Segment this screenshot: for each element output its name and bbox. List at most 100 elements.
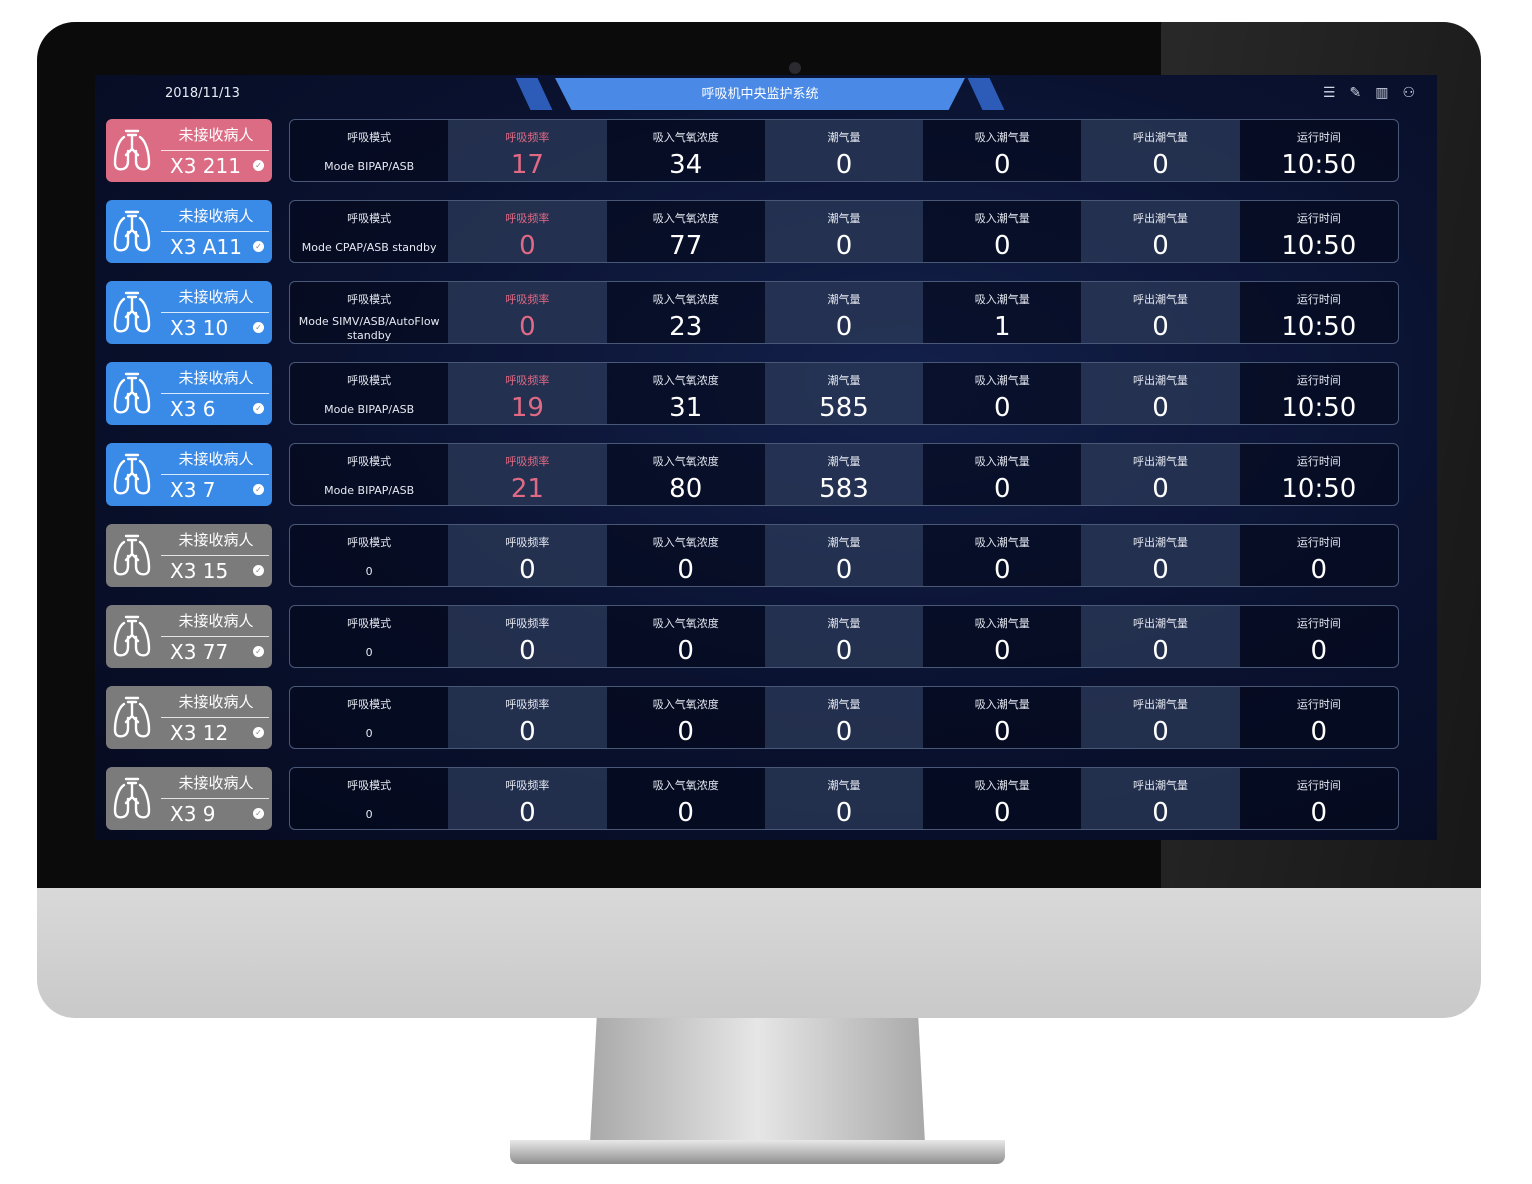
cell-metric: 吸入气氧浓度 34	[607, 120, 765, 181]
cell-label: 吸入潮气量	[974, 617, 1030, 630]
check-icon[interactable]: ✓	[253, 484, 264, 495]
mode-value: 0	[365, 646, 373, 659]
cell-label: 运行时间	[1296, 455, 1341, 468]
cell-label: 呼出潮气量	[1133, 455, 1189, 468]
metric-value: 0	[1152, 231, 1169, 261]
cell-label: 吸入潮气量	[974, 536, 1030, 549]
check-icon[interactable]: ✓	[253, 241, 264, 252]
ventilator-data-row[interactable]: 呼吸模式 Mode BIPAP/ASB 呼吸频率 17 吸入气氧浓度 34 潮气量 0 吸入潮气…	[289, 119, 1399, 182]
divider	[161, 231, 269, 232]
menu-list-icon[interactable]: ☰	[1322, 85, 1336, 101]
ventilator-data-row[interactable]: 呼吸模式 0 呼吸频率 0 吸入气氧浓度 0 潮气量 0 吸入潮气量 0 呼出潮气量 0 运行时间 0	[289, 524, 1399, 587]
cell-label: 呼出潮气量	[1133, 212, 1189, 225]
patient-card[interactable]: 未接收病人 X3 12 ✓	[106, 686, 272, 749]
lungs-icon	[112, 289, 152, 335]
cell-label: 呼吸频率	[505, 617, 550, 630]
metric-value: 0	[519, 636, 536, 666]
mode-value: Mode SIMV/ASB/AutoFlow standby	[298, 315, 440, 342]
metric-value: 0	[519, 798, 536, 828]
cell-label: 呼吸频率	[505, 455, 550, 468]
patient-card[interactable]: 未接收病人 X3 6 ✓	[106, 362, 272, 425]
patient-status: 未接收病人	[178, 774, 254, 792]
ventilator-data-row[interactable]: 呼吸模式 0 呼吸频率 0 吸入气氧浓度 0 潮气量 0 吸入潮气量 0 呼出潮气量 0 运行时间 0	[289, 767, 1399, 830]
cell-metric: 呼吸频率 0	[448, 768, 607, 829]
check-icon[interactable]: ✓	[253, 565, 264, 576]
camera	[789, 62, 801, 74]
divider	[161, 474, 269, 475]
metric-value: 0	[519, 312, 536, 342]
patient-card[interactable]: 未接收病人 X3 10 ✓	[106, 281, 272, 344]
patient-card[interactable]: 未接收病人 X3 211 ✓	[106, 119, 272, 182]
lungs-icon	[112, 775, 152, 821]
edit-icon[interactable]: ✎	[1349, 85, 1362, 101]
check-icon[interactable]: ✓	[253, 403, 264, 414]
metric-value: 0	[1310, 798, 1328, 828]
patient-status: 未接收病人	[178, 531, 254, 549]
check-icon[interactable]: ✓	[253, 727, 264, 738]
divider	[161, 636, 269, 637]
mode-value: 0	[365, 565, 373, 578]
user-icon[interactable]: ⚇	[1402, 85, 1415, 101]
check-icon[interactable]: ✓	[253, 808, 264, 819]
ventilator-data-row[interactable]: 呼吸模式 Mode BIPAP/ASB 呼吸频率 21 吸入气氧浓度 80 潮气量 583 吸入…	[289, 443, 1399, 506]
metric-value: 0	[993, 555, 1011, 585]
cell-label: 呼吸模式	[347, 293, 392, 306]
cell-metric: 吸入气氧浓度 0	[607, 768, 765, 829]
patient-status: 未接收病人	[178, 288, 254, 306]
cell-label: 呼吸模式	[347, 779, 392, 792]
divider	[161, 150, 269, 151]
cell-metric: 呼出潮气量 0	[1081, 606, 1240, 667]
layout-icon[interactable]: ▥	[1375, 85, 1389, 101]
cell-metric: 吸入潮气量 0	[923, 768, 1081, 829]
metric-value: 0	[993, 717, 1011, 747]
bed-number: X3 9	[170, 802, 216, 826]
metric-value: 19	[510, 393, 544, 423]
toolbar: ☰ ✎ ▥ ⚇	[1323, 85, 1415, 101]
metric-value: 0	[993, 636, 1011, 666]
bed-number: X3 6	[170, 397, 216, 421]
cell-label: 吸入气氧浓度	[652, 698, 719, 711]
mode-value: Mode BIPAP/ASB	[324, 484, 415, 497]
cell-metric: 吸入潮气量 0	[923, 363, 1081, 424]
cell-metric: 呼出潮气量 0	[1081, 282, 1240, 343]
check-icon[interactable]: ✓	[253, 646, 264, 657]
cell-label: 呼吸模式	[347, 212, 392, 225]
ventilator-data-row[interactable]: 呼吸模式 Mode CPAP/ASB standby 呼吸频率 0 吸入气氧浓度 77 潮气…	[289, 200, 1399, 263]
check-icon[interactable]: ✓	[253, 160, 264, 171]
cell-metric: 潮气量 585	[764, 363, 924, 424]
cell-label: 吸入潮气量	[974, 131, 1030, 144]
cell-metric: 吸入气氧浓度 0	[607, 606, 765, 667]
patient-status: 未接收病人	[178, 369, 254, 387]
patient-card[interactable]: 未接收病人 X3 9 ✓	[106, 767, 272, 830]
mode-value: 0	[365, 727, 373, 740]
cell-metric: 吸入潮气量 0	[923, 525, 1081, 586]
cell-metric: 呼出潮气量 0	[1081, 120, 1240, 181]
cell-label: 呼出潮气量	[1133, 536, 1189, 549]
metric-value: 0	[835, 798, 853, 828]
cell-label: 潮气量	[827, 455, 861, 468]
metric-value: 0	[1152, 312, 1169, 342]
ventilator-data-row[interactable]: 呼吸模式 Mode SIMV/ASB/AutoFlow standby 呼吸频率 0 吸…	[289, 281, 1399, 344]
cell-mode: 呼吸模式 Mode SIMV/ASB/AutoFlow standby	[290, 282, 448, 343]
patient-card[interactable]: 未接收病人 X3 15 ✓	[106, 524, 272, 587]
ventilator-data-row[interactable]: 呼吸模式 0 呼吸频率 0 吸入气氧浓度 0 潮气量 0 吸入潮气量 0 呼出潮气量 0 运行时间 0	[289, 686, 1399, 749]
lungs-icon	[112, 370, 152, 416]
patient-status: 未接收病人	[178, 126, 254, 144]
cell-label: 潮气量	[827, 536, 861, 549]
metric-value: 0	[677, 798, 694, 828]
ventilator-data-row[interactable]: 呼吸模式 Mode BIPAP/ASB 呼吸频率 19 吸入气氧浓度 31 潮气量 585 吸入…	[289, 362, 1399, 425]
cell-label: 吸入气氧浓度	[652, 536, 719, 549]
metric-value: 0	[1310, 555, 1328, 585]
patient-card[interactable]: 未接收病人 X3 77 ✓	[106, 605, 272, 668]
patient-card[interactable]: 未接收病人 X3 A11 ✓	[106, 200, 272, 263]
bed-number: X3 12	[170, 721, 229, 745]
cell-label: 吸入气氧浓度	[652, 617, 719, 630]
cell-metric: 呼吸频率 0	[448, 687, 607, 748]
ventilator-data-row[interactable]: 呼吸模式 0 呼吸频率 0 吸入气氧浓度 0 潮气量 0 吸入潮气量 0 呼出潮气量 0 运行时间 0	[289, 605, 1399, 668]
patient-card[interactable]: 未接收病人 X3 7 ✓	[106, 443, 272, 506]
check-icon[interactable]: ✓	[253, 322, 264, 333]
cell-metric: 吸入气氧浓度 0	[607, 687, 765, 748]
metric-value: 0	[1152, 636, 1169, 666]
cell-label: 吸入潮气量	[974, 779, 1030, 792]
cell-metric: 呼出潮气量 0	[1081, 768, 1240, 829]
